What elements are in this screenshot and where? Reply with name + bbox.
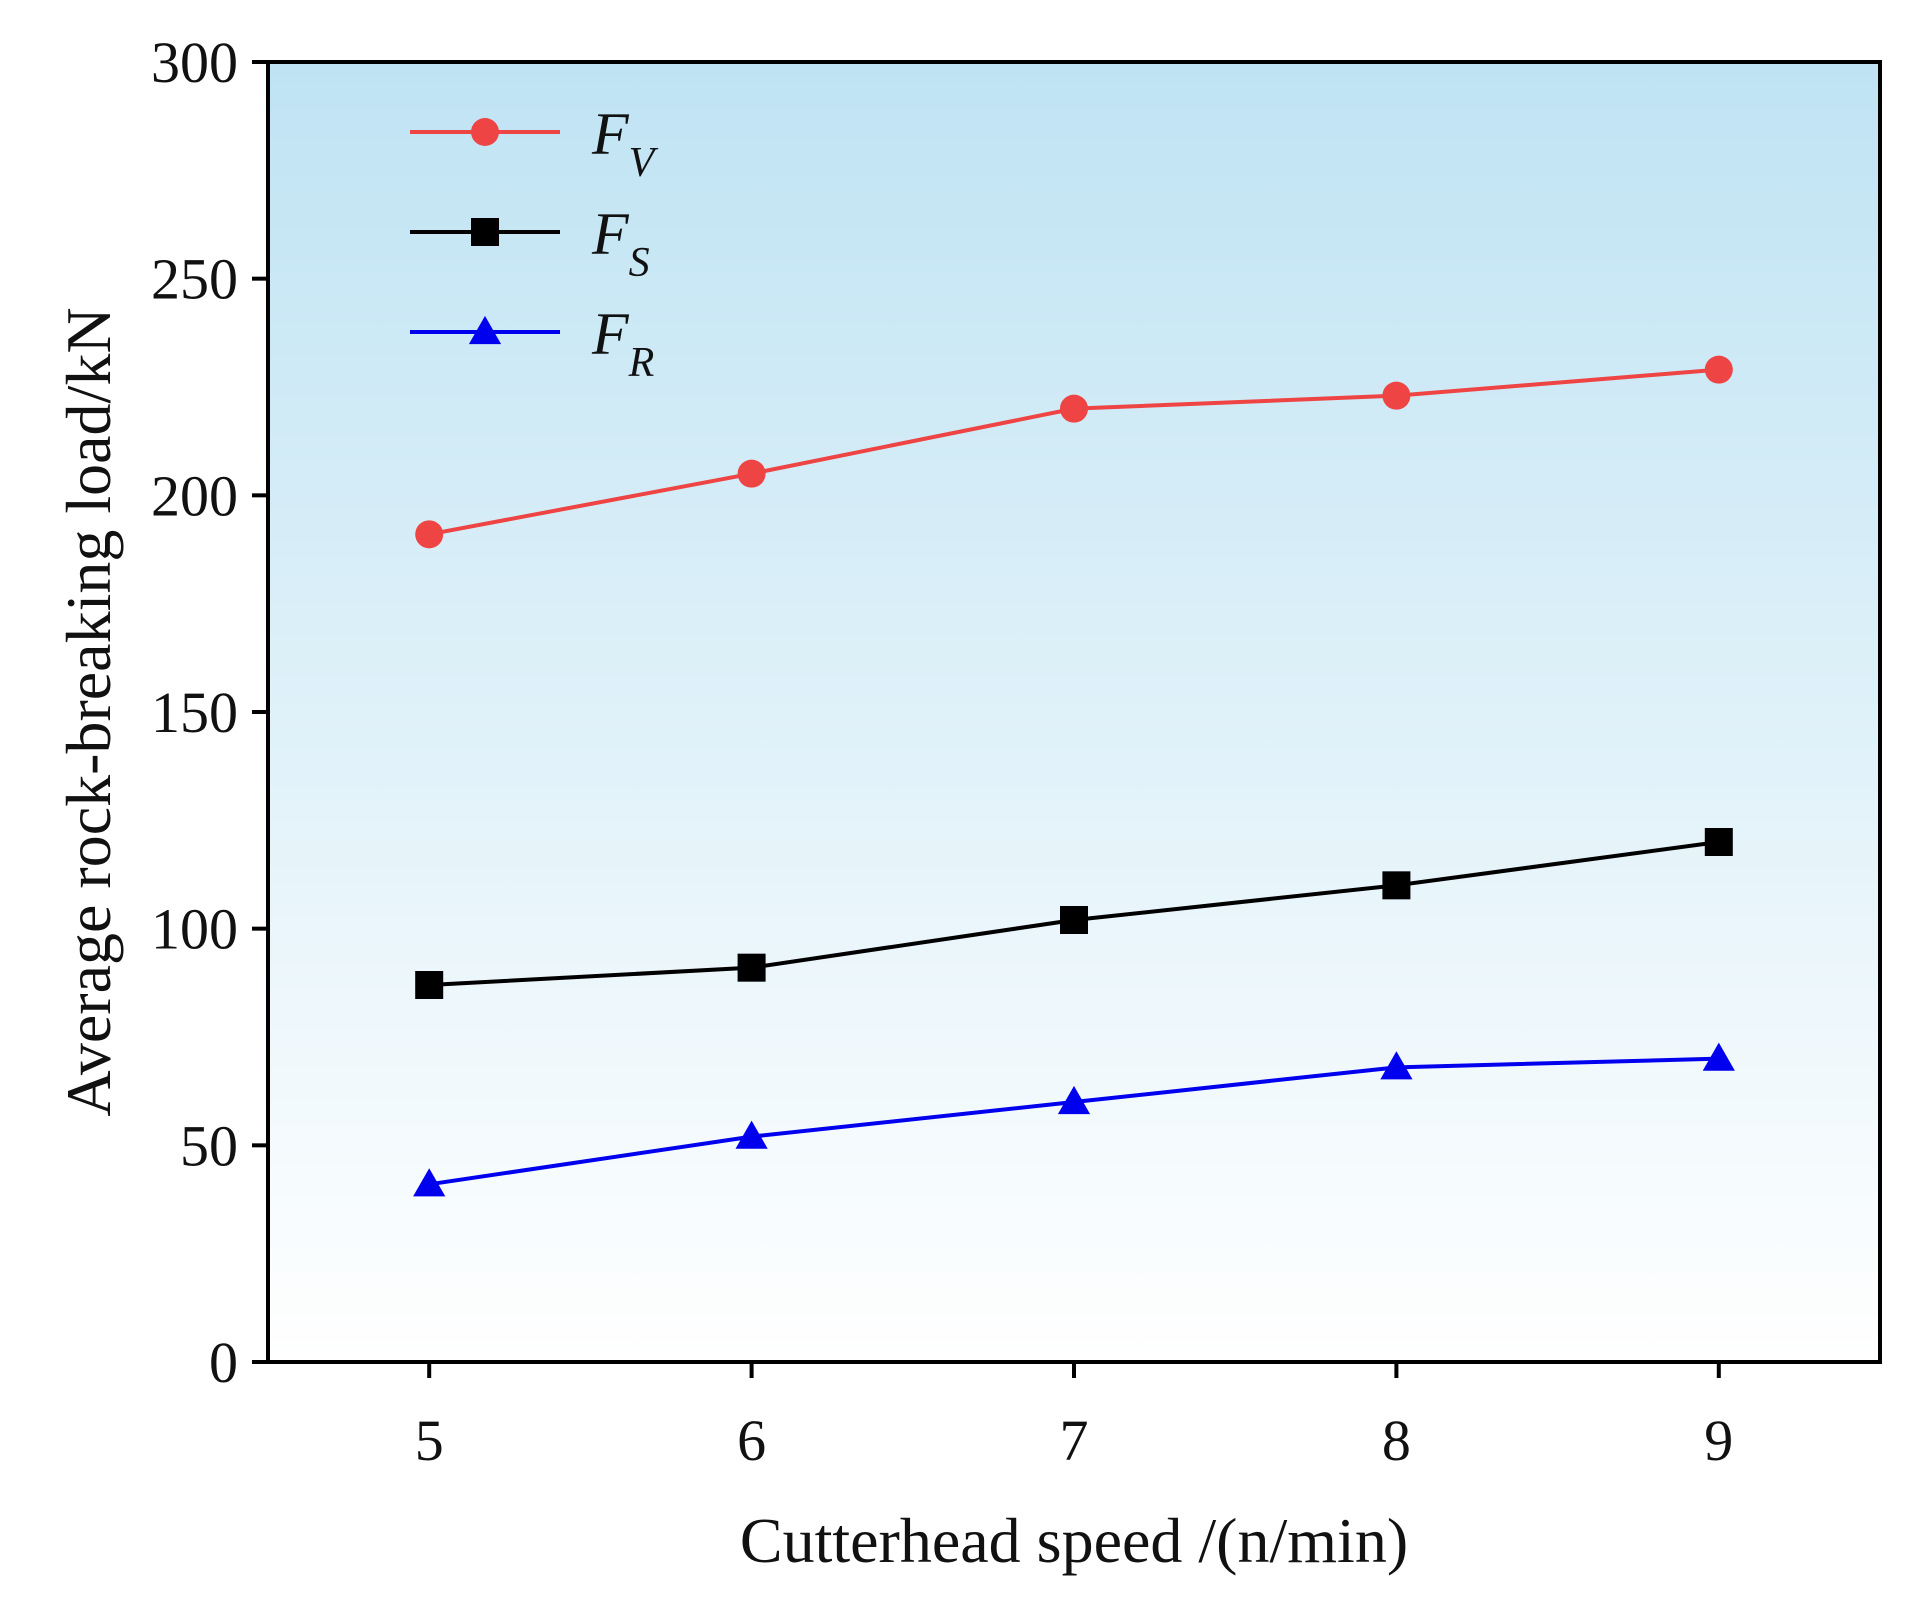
x-tick-label: 6 (737, 1408, 766, 1473)
legend-marker-triangle (468, 315, 502, 345)
x-tick-label: 8 (1382, 1408, 1411, 1473)
y-tick-label: 0 (209, 1330, 238, 1395)
data-point-fs (1704, 828, 1733, 856)
y-tick-label: 50 (180, 1113, 238, 1178)
data-point-fs (737, 953, 766, 982)
y-tick-label: 300 (151, 30, 238, 95)
data-point-fr (1057, 1085, 1091, 1115)
legend-label-fr: FR (591, 301, 654, 386)
y-tick-label: 250 (151, 247, 238, 312)
data-point-fv (415, 520, 444, 549)
series-layer (413, 355, 1735, 1197)
series-fv (415, 355, 1733, 549)
legend-label-fv: FV (591, 101, 659, 186)
data-point-fs (1382, 871, 1411, 900)
x-tick-label: 9 (1704, 1408, 1733, 1473)
data-point-fs (1060, 906, 1088, 934)
y-tick-label: 200 (151, 463, 238, 528)
legend-label-fs: FS (591, 201, 650, 286)
data-point-fv (737, 459, 766, 488)
data-point-fv (1060, 394, 1088, 423)
axes-layer: 0 50 100 150 200 250 300 5 6 7 8 9 (151, 30, 1733, 1473)
series-fr (413, 1042, 1735, 1197)
legend-item-fv: FV (410, 101, 659, 186)
legend-marker-square (471, 218, 499, 246)
x-axis-title: Cutterhead speed /(n/min) (740, 1505, 1408, 1576)
series-fs (415, 828, 1733, 999)
y-tick-label: 100 (151, 897, 238, 962)
y-axis-title: Average rock-breaking load/kN (53, 307, 124, 1116)
legend: FV FS FR (410, 101, 659, 386)
x-tick-label: 5 (415, 1408, 444, 1473)
data-point-fr (1702, 1042, 1735, 1071)
data-point-fv (1382, 381, 1411, 410)
y-tick-label: 150 (151, 680, 238, 745)
data-point-fs (415, 971, 444, 999)
x-tick-label: 7 (1060, 1408, 1089, 1473)
data-point-fr (735, 1120, 768, 1149)
legend-marker-circle (471, 118, 499, 146)
legend-item-fs: FS (410, 201, 650, 286)
plot-area (268, 62, 1880, 1362)
data-point-fr (413, 1168, 446, 1197)
legend-item-fr: FR (410, 301, 654, 386)
data-point-fv (1704, 355, 1733, 384)
data-point-fr (1380, 1051, 1413, 1080)
